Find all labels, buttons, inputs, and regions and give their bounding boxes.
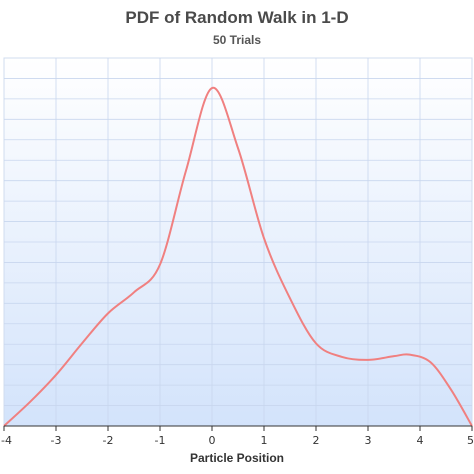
x-tick-label: -4	[1, 434, 12, 447]
x-tick-label: 4	[417, 434, 424, 447]
x-axis-title: Particle Position	[189, 451, 285, 465]
series-line	[3, 87, 473, 427]
x-tick-label: 1	[261, 434, 268, 447]
chart-subtitle: 50 Trials	[212, 33, 262, 47]
x-tick-label: 2	[313, 434, 320, 447]
x-tick-label: -2	[103, 434, 114, 447]
x-tick-label: -3	[51, 434, 62, 447]
x-tick-label: 0	[209, 434, 216, 447]
x-tick-label: 3	[365, 434, 372, 447]
x-tick-label: 5	[467, 434, 474, 447]
x-tick-label: -1	[155, 434, 166, 447]
chart-title: PDF of Random Walk in 1-D	[125, 8, 349, 27]
